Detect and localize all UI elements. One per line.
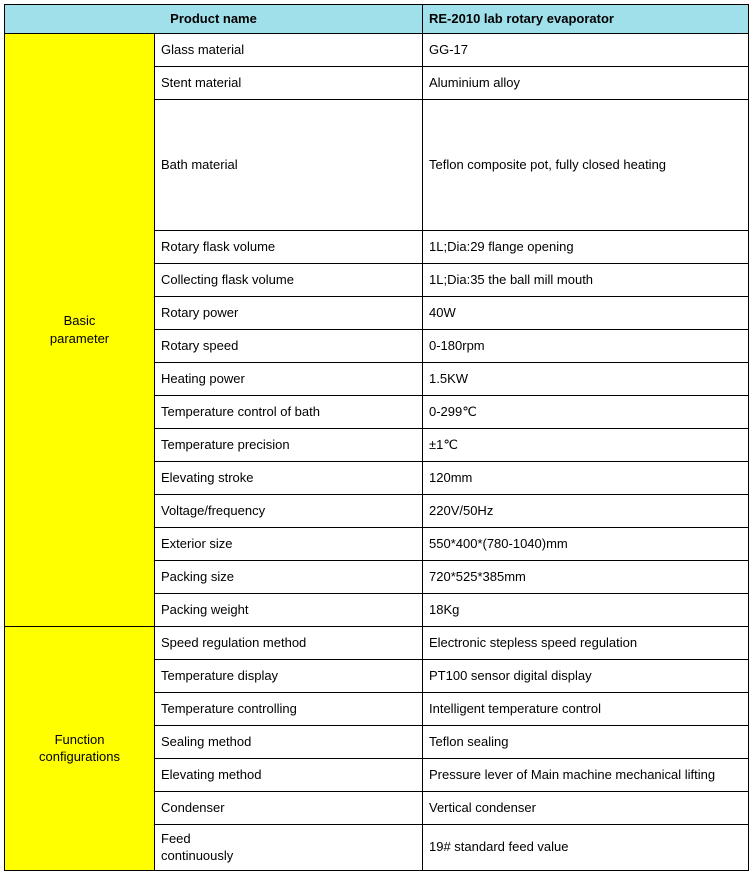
param-cell: Temperature control of bath	[155, 395, 423, 428]
value-cell: 220V/50Hz	[423, 494, 749, 527]
param-cell: Collecting flask volume	[155, 263, 423, 296]
param-cell: Rotary power	[155, 296, 423, 329]
value-cell: 120mm	[423, 461, 749, 494]
header-left: Product name	[5, 5, 423, 34]
param-cell: Glass material	[155, 33, 423, 66]
value-cell: 19# standard feed value	[423, 824, 749, 870]
group-label: Basicparameter	[5, 33, 155, 626]
param-cell: Condenser	[155, 791, 423, 824]
value-cell: 1L;Dia:29 flange opening	[423, 230, 749, 263]
param-cell: Packing size	[155, 560, 423, 593]
value-cell: 720*525*385mm	[423, 560, 749, 593]
param-cell: Packing weight	[155, 593, 423, 626]
param-cell: Rotary flask volume	[155, 230, 423, 263]
value-cell: PT100 sensor digital display	[423, 659, 749, 692]
param-cell: Temperature display	[155, 659, 423, 692]
param-cell: Temperature controlling	[155, 692, 423, 725]
value-cell: Pressure lever of Main machine mechanica…	[423, 758, 749, 791]
param-cell: Temperature precision	[155, 428, 423, 461]
table-row: FunctionconfigurationsSpeed regulation m…	[5, 626, 749, 659]
value-cell: 0-180rpm	[423, 329, 749, 362]
param-cell: Exterior size	[155, 527, 423, 560]
value-cell: 40W	[423, 296, 749, 329]
param-cell: Heating power	[155, 362, 423, 395]
param-cell: Voltage/frequency	[155, 494, 423, 527]
value-cell: GG-17	[423, 33, 749, 66]
param-cell: Sealing method	[155, 725, 423, 758]
value-cell: Electronic stepless speed regulation	[423, 626, 749, 659]
header-row: Product name RE-2010 lab rotary evaporat…	[5, 5, 749, 34]
param-cell: Elevating method	[155, 758, 423, 791]
param-cell: Feed continuously	[155, 824, 423, 870]
header-right: RE-2010 lab rotary evaporator	[423, 5, 749, 34]
value-cell: Teflon sealing	[423, 725, 749, 758]
value-cell: 0-299℃	[423, 395, 749, 428]
value-cell: Teflon composite pot, fully closed heati…	[423, 99, 749, 230]
value-cell: Aluminium alloy	[423, 66, 749, 99]
value-cell: 1.5KW	[423, 362, 749, 395]
param-cell: Bath material	[155, 99, 423, 230]
group-label: Functionconfigurations	[5, 626, 155, 870]
param-cell: Stent material	[155, 66, 423, 99]
value-cell: ±1℃	[423, 428, 749, 461]
value-cell: 18Kg	[423, 593, 749, 626]
param-cell: Rotary speed	[155, 329, 423, 362]
param-cell: Elevating stroke	[155, 461, 423, 494]
value-cell: 550*400*(780-1040)mm	[423, 527, 749, 560]
value-cell: Vertical condenser	[423, 791, 749, 824]
value-cell: 1L;Dia:35 the ball mill mouth	[423, 263, 749, 296]
table-body: Product name RE-2010 lab rotary evaporat…	[5, 5, 749, 871]
value-cell: Intelligent temperature control	[423, 692, 749, 725]
param-cell: Speed regulation method	[155, 626, 423, 659]
spec-table: Product name RE-2010 lab rotary evaporat…	[4, 4, 749, 871]
table-row: BasicparameterGlass materialGG-17	[5, 33, 749, 66]
